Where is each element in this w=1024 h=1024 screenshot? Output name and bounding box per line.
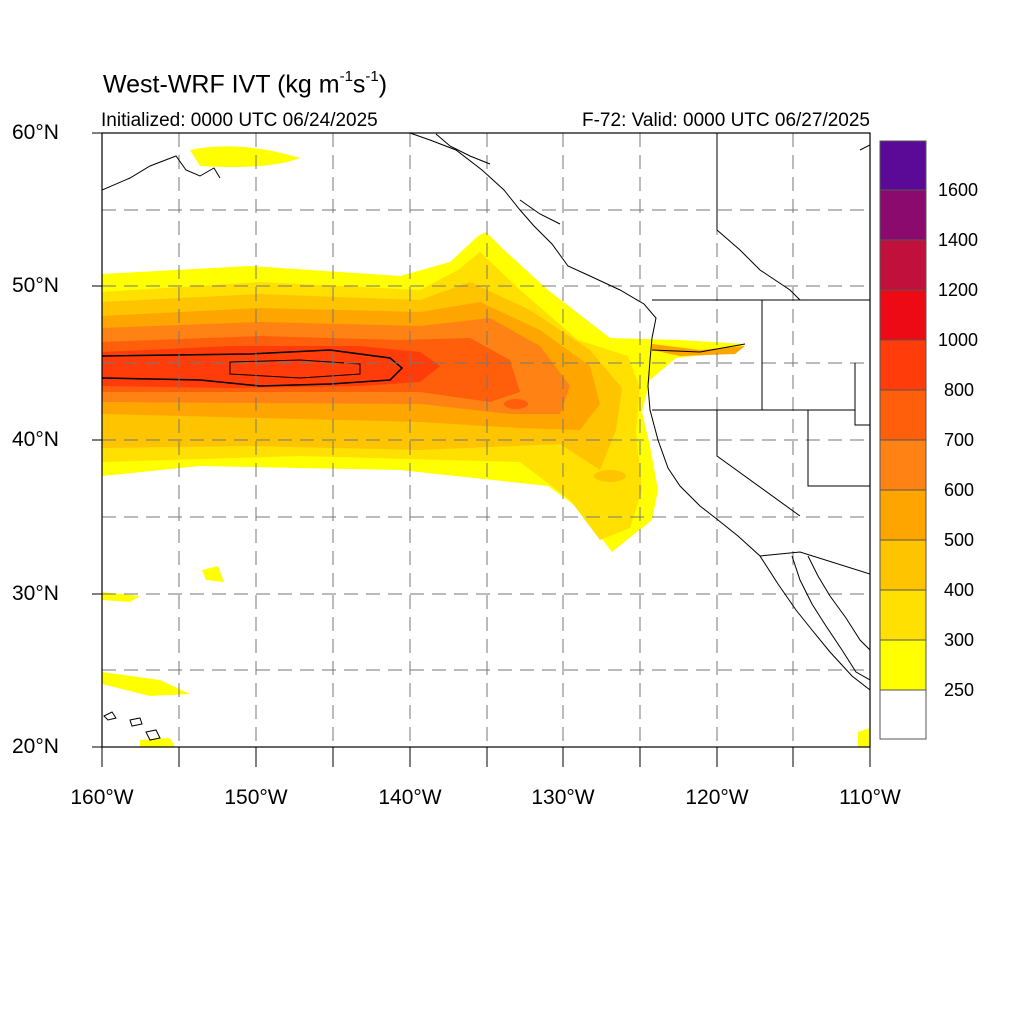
valid-time-label: F-72: Valid: 0000 UTC 06/27/2025 xyxy=(582,110,870,131)
lat-label-20: 20°N xyxy=(12,735,59,758)
colorbar-label-250: 250 xyxy=(944,680,975,700)
map-title: West-WRF IVT (kg m-1s-1) xyxy=(103,68,388,99)
coastlines xyxy=(102,133,870,741)
colorbar-label-700: 700 xyxy=(944,430,975,450)
ivt-contour-800 xyxy=(102,346,440,388)
lon-label-160w: 160°W xyxy=(70,786,134,809)
colorbar-label-600: 600 xyxy=(944,480,975,500)
colorbar xyxy=(879,140,927,740)
colorbar-label-500: 500 xyxy=(944,530,975,550)
lon-label-140w: 140°W xyxy=(378,786,442,809)
colorbar-label-1400: 1400 xyxy=(938,230,979,250)
map-grid xyxy=(102,133,870,747)
colorbar-label-300: 300 xyxy=(944,630,975,650)
colorbar-label-1000: 1000 xyxy=(938,330,979,350)
colorbar-label-800: 800 xyxy=(944,380,975,400)
colorbar-label-1200: 1200 xyxy=(938,280,979,300)
colorbar-label-400: 400 xyxy=(944,580,975,600)
lon-label-120w: 120°W xyxy=(685,786,749,809)
lat-label-60: 60°N xyxy=(12,121,59,144)
lat-label-40: 40°N xyxy=(12,428,59,451)
lon-label-130w: 130°W xyxy=(531,786,595,809)
lat-label-30: 30°N xyxy=(12,582,59,605)
init-time-label: Initialized: 0000 UTC 06/24/2025 xyxy=(101,110,378,131)
state-borders xyxy=(651,133,870,575)
colorbar-label-1600: 1600 xyxy=(938,180,979,200)
lon-label-110w: 110°W xyxy=(839,786,901,809)
lon-label-150w: 150°W xyxy=(224,786,288,809)
lat-label-50: 50°N xyxy=(12,274,59,297)
ivt-field xyxy=(102,146,870,747)
